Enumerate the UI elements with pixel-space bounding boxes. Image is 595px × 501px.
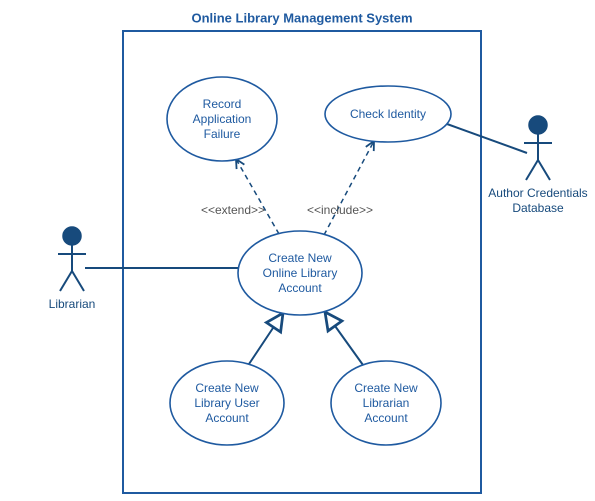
use-case-diagram: Online Library Management System <<extend… xyxy=(0,0,595,501)
actor-label: Librarian xyxy=(49,297,96,311)
edge-label-extend: <<extend>> xyxy=(201,203,265,217)
usecase-record-failure: RecordApplicationFailure xyxy=(167,77,277,161)
system-title: Online Library Management System xyxy=(191,11,412,26)
actor-author-db: Author CredentialsDatabase xyxy=(488,116,587,215)
usecase-create-librarian-account: Create NewLibrarianAccount xyxy=(331,361,441,445)
edge-label-include: <<include>> xyxy=(307,203,373,217)
usecase-create-user-account: Create NewLibrary UserAccount xyxy=(170,361,284,445)
actor-label: Author CredentialsDatabase xyxy=(488,186,587,215)
usecase-create-account: Create NewOnline LibraryAccount xyxy=(238,231,362,315)
usecase-label: Check Identity xyxy=(350,107,426,121)
usecase-check-identity: Check Identity xyxy=(325,86,451,142)
actor-librarian: Librarian xyxy=(49,227,96,311)
